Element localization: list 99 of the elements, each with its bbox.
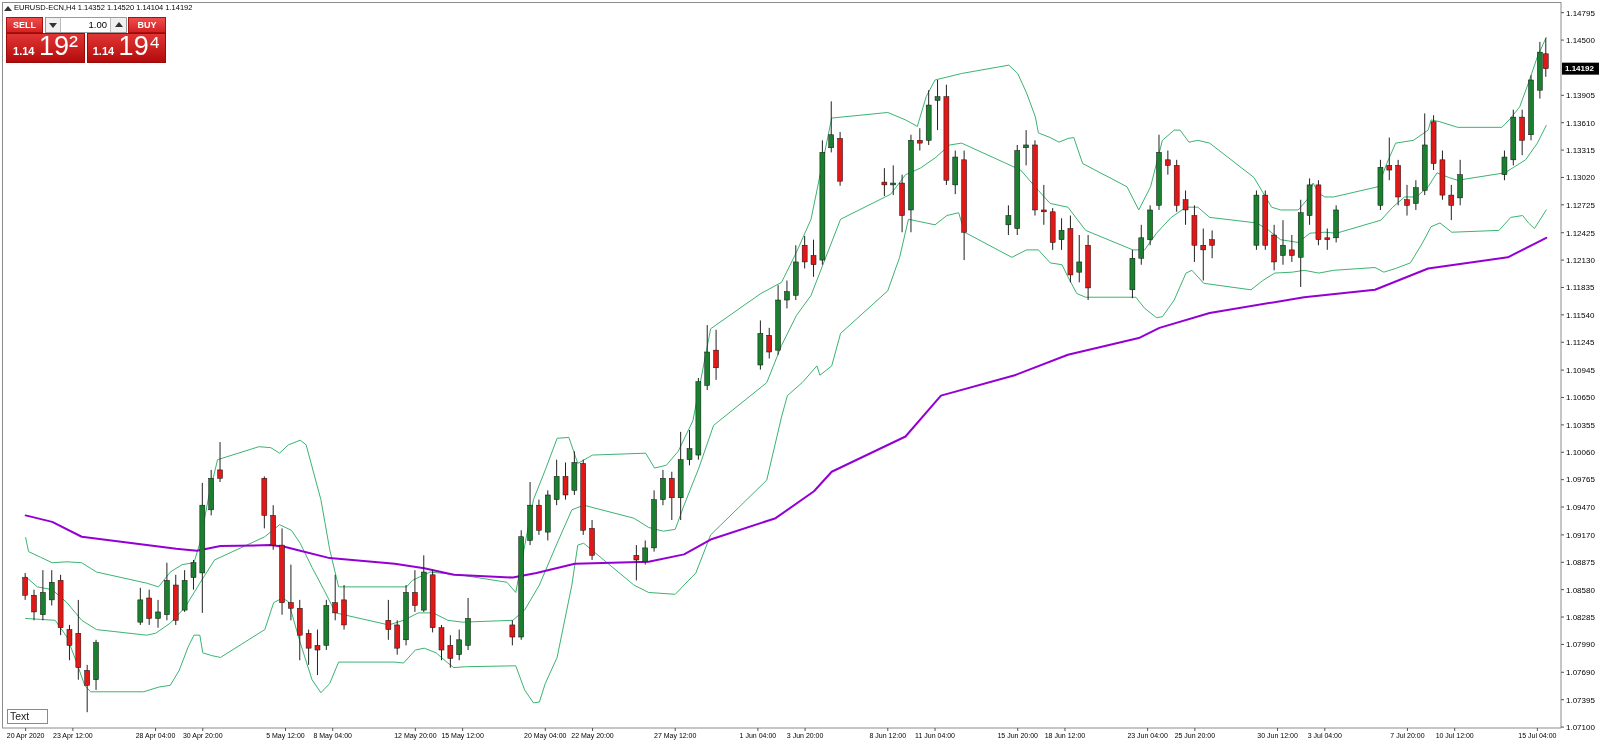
candlestick bbox=[314, 629, 321, 676]
candlestick bbox=[1182, 189, 1189, 226]
y-tick-label: 1.07990 bbox=[1566, 640, 1596, 650]
y-tick-label: 1.10060 bbox=[1566, 448, 1596, 458]
candlestick bbox=[22, 572, 28, 601]
candlestick bbox=[642, 539, 648, 566]
line-series bbox=[25, 209, 1547, 704]
buy-quote-box: 1.14 19⁴ bbox=[87, 33, 166, 63]
y-tick-label: 1.09765 bbox=[1566, 475, 1596, 485]
candlestick bbox=[332, 574, 338, 621]
buy-button: BUY bbox=[128, 17, 166, 33]
candlestick bbox=[438, 624, 445, 661]
candlestick bbox=[766, 327, 772, 359]
candlestick bbox=[1041, 184, 1047, 226]
candlestick bbox=[305, 629, 312, 666]
line-series bbox=[24, 236, 1548, 579]
candlestick bbox=[40, 569, 46, 621]
y-tick-label: 1.14795 bbox=[1566, 8, 1596, 18]
candlestick bbox=[155, 599, 161, 629]
annotation: 1.14192 bbox=[1565, 64, 1595, 74]
candlestick bbox=[810, 239, 817, 278]
candlestick bbox=[1404, 184, 1410, 217]
y-tick-label: 1.13610 bbox=[1566, 118, 1596, 128]
y-tick-label: 1.13020 bbox=[1566, 173, 1596, 183]
candlestick bbox=[890, 164, 896, 196]
candlestick bbox=[190, 559, 197, 591]
candlestick bbox=[288, 564, 294, 621]
candlestick bbox=[412, 569, 418, 613]
candlestick bbox=[801, 235, 808, 269]
y-tick-label: 1.08875 bbox=[1566, 558, 1596, 568]
candlestick bbox=[660, 469, 666, 506]
y-tick-label: 1.14500 bbox=[1566, 35, 1596, 45]
candlestick bbox=[217, 441, 223, 483]
y-tick-label: 1.07395 bbox=[1566, 695, 1596, 705]
text-frame: Text bbox=[7, 709, 48, 724]
candlestick bbox=[1413, 179, 1419, 211]
candlestick bbox=[31, 589, 37, 621]
candlestick bbox=[1289, 234, 1295, 263]
annotation: 1.14 19² bbox=[13, 31, 78, 61]
candlestick bbox=[784, 280, 790, 309]
candlestick bbox=[1165, 150, 1171, 176]
y-tick-label: 1.08285 bbox=[1566, 612, 1596, 622]
candlestick bbox=[1076, 234, 1083, 283]
y-tick-label: 1.12130 bbox=[1566, 255, 1596, 265]
y-tick-label: 1.11540 bbox=[1566, 310, 1595, 320]
y-tick-label: 1.10945 bbox=[1566, 365, 1596, 375]
candlestick bbox=[713, 329, 719, 381]
annotation: Text bbox=[10, 710, 30, 722]
candlestick bbox=[881, 167, 888, 197]
candlestick bbox=[562, 461, 569, 501]
candlestick bbox=[447, 634, 454, 669]
sell-quote-box: 1.14 19² bbox=[6, 33, 85, 63]
y-tick-label: 1.09170 bbox=[1566, 530, 1596, 540]
annotation: 1.00 bbox=[88, 18, 107, 32]
y-tick-label: 1.10355 bbox=[1566, 420, 1596, 430]
candlestick bbox=[1448, 184, 1455, 221]
candlestick bbox=[1058, 217, 1065, 251]
candlestick bbox=[146, 589, 152, 626]
candlestick bbox=[633, 544, 640, 581]
candlestick bbox=[934, 79, 941, 131]
y-tick-label: 1.13315 bbox=[1566, 145, 1596, 155]
candlestick bbox=[669, 471, 675, 521]
candlestick bbox=[1324, 228, 1331, 251]
candlestick bbox=[385, 599, 392, 641]
candlestick bbox=[48, 569, 55, 606]
y-tick-label: 1.12425 bbox=[1566, 228, 1596, 238]
y-tick-label: 1.13905 bbox=[1566, 91, 1596, 101]
candlestick bbox=[1200, 228, 1207, 282]
candlestick bbox=[456, 629, 462, 661]
candlestick bbox=[1280, 219, 1286, 266]
candlestick bbox=[66, 624, 73, 661]
candlestick bbox=[1457, 159, 1463, 206]
candlestick bbox=[553, 459, 560, 506]
candlestick bbox=[1023, 129, 1029, 166]
y-tick-label: 1.10650 bbox=[1566, 393, 1596, 403]
candlestick bbox=[84, 664, 90, 713]
y-tick-label: 1.09470 bbox=[1566, 502, 1596, 512]
candlestick bbox=[686, 429, 693, 466]
candlestick bbox=[509, 619, 516, 646]
candlestick bbox=[394, 619, 400, 656]
y-tick-label: 1.08580 bbox=[1566, 585, 1596, 595]
y-tick-label: 1.11835 bbox=[1566, 283, 1595, 293]
candlestick bbox=[1209, 229, 1215, 259]
y-tick-label: 1.07690 bbox=[1566, 668, 1596, 678]
candlestick bbox=[828, 100, 834, 153]
candlestick bbox=[917, 127, 923, 152]
candlestick bbox=[1501, 150, 1508, 181]
candlestick bbox=[1005, 204, 1012, 236]
y-tick-label: 1.11245 bbox=[1566, 338, 1595, 348]
annotation: SELL bbox=[12, 20, 36, 30]
candlestick bbox=[137, 587, 144, 626]
candlestick bbox=[1386, 137, 1393, 181]
lot-size-field: 1.00 bbox=[45, 17, 127, 33]
candlestick bbox=[1519, 109, 1525, 156]
annotation: BUY bbox=[137, 20, 157, 30]
sell-button: SELL bbox=[6, 17, 43, 33]
y-tick-label: 1.12725 bbox=[1566, 200, 1596, 210]
y-tick-label: 1.07100 bbox=[1566, 722, 1596, 732]
candlestick bbox=[1138, 224, 1145, 266]
